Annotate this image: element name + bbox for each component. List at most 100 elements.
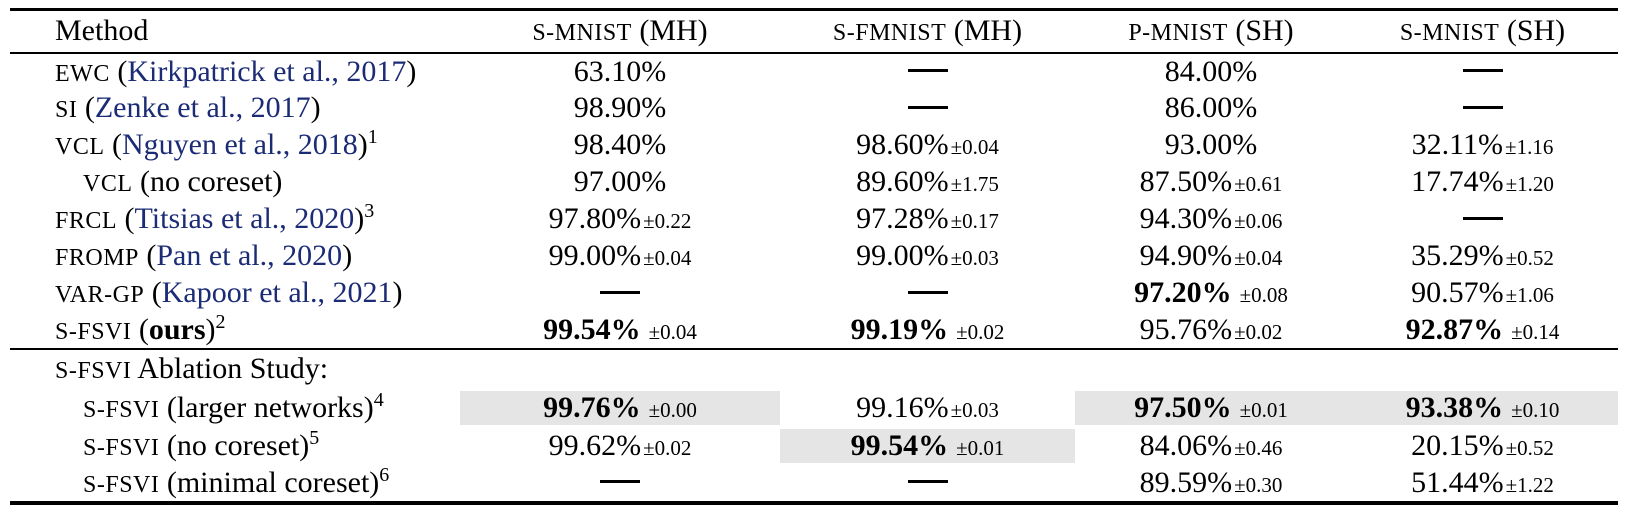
citation-link[interactable]: Kapoor et al., 2021 xyxy=(161,276,393,309)
table-row: S-FSVI (no coreset)5 99.62%±0.02 99.54% ±0.… xyxy=(10,427,1618,465)
value-cell: 98.60%±0.04 xyxy=(780,127,1075,164)
table-row: SI (Zenke et al., 2017) 98.90% 86.00% xyxy=(10,90,1618,127)
method-text: ( xyxy=(117,202,135,235)
missing-value-dash xyxy=(907,480,948,484)
table-row: FROMP (Pan et al., 2020) 99.00%±0.04 99.00… xyxy=(10,238,1618,275)
method-acronym: S-FSVI xyxy=(55,318,132,345)
accuracy-value: 86.00% xyxy=(1164,91,1258,124)
value-cell xyxy=(1347,53,1618,90)
value-cell xyxy=(460,275,780,312)
std-value: ±0.08 xyxy=(1239,283,1288,307)
citation-link[interactable]: Nguyen et al., 2018 xyxy=(122,128,358,161)
main-results-body: EWC (Kirkpatrick et al., 2017) 63.10% 84.0… xyxy=(10,53,1618,349)
value-cell: 84.06%±0.46 xyxy=(1075,427,1347,465)
citation-link[interactable]: Zenke et al., 2017 xyxy=(94,91,311,124)
accuracy-value: 90.57% xyxy=(1411,276,1504,309)
std-value: ±0.02 xyxy=(956,319,1005,344)
method-text: (minimal coreset) xyxy=(159,465,380,499)
method-text: (larger networks) xyxy=(159,390,374,424)
method-cell: S-FSVI (ours)2 xyxy=(10,312,460,349)
method-acronym: S-FSVI xyxy=(55,358,132,384)
value-cell: 92.87% ±0.14 xyxy=(1347,312,1618,349)
std-value: ±0.52 xyxy=(1505,246,1554,270)
accuracy-value: 98.60% xyxy=(856,128,949,161)
method-acronym: FROMP xyxy=(55,245,139,271)
table-header: Method S-MNIST (MH) S-FMNIST (MH) P-MNIS… xyxy=(10,9,1618,54)
accuracy-value: 93.00% xyxy=(1164,128,1258,161)
value-cell: 63.10% xyxy=(460,53,780,90)
head-setting: (MH) xyxy=(639,14,708,48)
value-cell: 98.40% xyxy=(460,127,780,164)
std-value: ±0.01 xyxy=(956,435,1005,460)
head-setting: (SH) xyxy=(1235,14,1294,48)
method-cell: S-FSVI (minimal coreset)6 xyxy=(10,465,460,503)
method-acronym: VCL xyxy=(83,171,133,197)
value-cell: 93.00% xyxy=(1075,127,1347,164)
accuracy-value: 99.62% xyxy=(548,428,642,462)
value-cell: 97.50% ±0.01 xyxy=(1075,389,1347,427)
method-text: ) xyxy=(310,91,321,124)
method-cell: SI (Zenke et al., 2017) xyxy=(10,90,460,127)
value-cell: 89.59%±0.30 xyxy=(1075,465,1347,503)
accuracy-value: 84.06% xyxy=(1139,428,1233,462)
std-value: ±0.06 xyxy=(1234,209,1283,233)
method-text: ) xyxy=(354,202,365,235)
method-cell: VAR-GP (Kapoor et al., 2021) xyxy=(10,275,460,312)
value-cell xyxy=(1347,90,1618,127)
method-acronym: SI xyxy=(55,97,78,123)
superscript-footnote: 3 xyxy=(364,200,375,222)
method-text: ( xyxy=(109,54,128,88)
accuracy-value: 98.40% xyxy=(573,128,667,161)
head-setting: (MH) xyxy=(953,14,1023,48)
accuracy-value: 97.00% xyxy=(573,165,667,198)
table-row: FRCL (Titsias et al., 2020)3 97.80%±0.22 9… xyxy=(10,201,1618,238)
std-value: ±1.20 xyxy=(1505,172,1554,196)
accuracy-value: 99.54% xyxy=(543,312,641,346)
accuracy-value: 87.50% xyxy=(1139,165,1233,198)
value-cell: 97.20% ±0.08 xyxy=(1075,275,1347,312)
std-value: ±0.00 xyxy=(648,397,697,422)
column-header-method: Method xyxy=(10,9,460,54)
value-cell: 97.80%±0.22 xyxy=(460,201,780,238)
accuracy-value: 89.59% xyxy=(1139,465,1233,499)
value-cell: 17.74%±1.20 xyxy=(1347,164,1618,201)
accuracy-value: 97.50% xyxy=(1134,390,1232,424)
std-value: ±0.02 xyxy=(1234,319,1283,344)
accuracy-value: 99.54% xyxy=(850,428,949,462)
accuracy-value: 99.16% xyxy=(856,390,949,424)
value-cell: 99.19% ±0.02 xyxy=(780,312,1075,349)
citation-link[interactable]: Titsias et al., 2020 xyxy=(134,202,355,235)
missing-value-dash xyxy=(1462,69,1503,73)
method-text: ( xyxy=(104,128,122,161)
superscript-footnote: 6 xyxy=(379,463,390,486)
method-acronym: EWC xyxy=(55,60,110,87)
method-acronym: FRCL xyxy=(55,208,118,234)
accuracy-value: 94.90% xyxy=(1139,239,1233,272)
citation-link[interactable]: Kirkpatrick et al., 2017 xyxy=(127,54,407,88)
std-value: ±0.03 xyxy=(950,397,999,422)
method-text: ( xyxy=(77,91,95,124)
table-row: VCL (no coreset) 97.00% 89.60%±1.75 87.50%±… xyxy=(10,164,1618,201)
dataset-acronym: P-MNIST xyxy=(1128,20,1228,47)
value-cell: 35.29%±0.52 xyxy=(1347,238,1618,275)
accuracy-value: 99.00% xyxy=(548,239,642,272)
value-cell: 95.76%±0.02 xyxy=(1075,312,1347,349)
std-value: ±0.04 xyxy=(950,135,999,159)
method-cell: FRCL (Titsias et al., 2020)3 xyxy=(10,201,460,238)
value-cell: 99.16%±0.03 xyxy=(780,389,1075,427)
head-setting: (SH) xyxy=(1506,14,1566,48)
method-acronym: VAR-GP xyxy=(55,282,145,308)
method-text: (no coreset) xyxy=(159,428,310,462)
accuracy-value: 99.19% xyxy=(850,312,949,346)
accuracy-value: 93.38% xyxy=(1405,390,1504,424)
superscript-footnote: 4 xyxy=(373,388,384,411)
value-cell: 97.28%±0.17 xyxy=(780,201,1075,238)
value-cell: 94.90%±0.04 xyxy=(1075,238,1347,275)
value-cell: 89.60%±1.75 xyxy=(780,164,1075,201)
method-acronym: S-FSVI xyxy=(83,396,160,423)
citation-link[interactable]: Pan et al., 2020 xyxy=(156,239,343,272)
accuracy-value: 84.00% xyxy=(1164,54,1258,88)
accuracy-value: 94.30% xyxy=(1139,202,1233,235)
value-cell xyxy=(780,53,1075,90)
method-text: ) xyxy=(342,239,353,272)
